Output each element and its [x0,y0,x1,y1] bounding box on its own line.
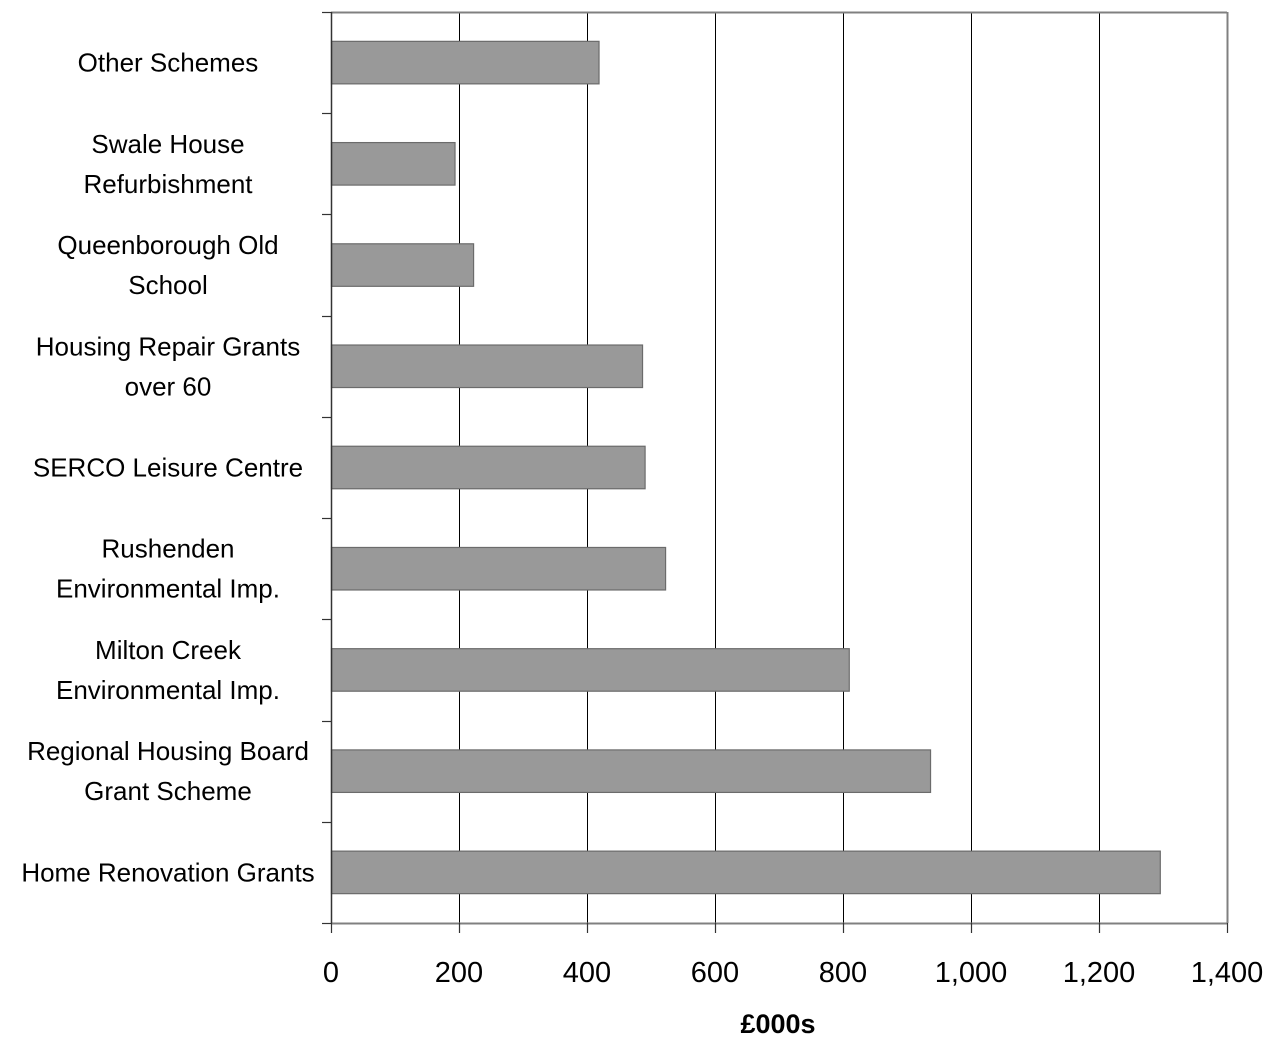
bars [330,40,1161,895]
category-labels: Other Schemes Swale House Refurbishment Que… [21,48,314,888]
category-label-line: Grant Scheme [84,776,252,806]
bar [330,850,1161,895]
category-label: Swale House Refurbishment [83,129,253,199]
category-label-line: Queenborough Old [57,230,278,260]
category-label: Milton Creek Environmental Imp. [56,635,280,705]
category-label-line: Regional Housing Board [27,736,309,766]
bar [330,749,932,794]
x-tick-labels: 0 200 400 600 800 1,000 1,200 1,400 [323,957,1263,989]
x-tick-label: 800 [819,957,867,989]
category-label: Other Schemes [78,48,259,78]
x-tick-label: 200 [435,957,483,989]
category-label: Home Renovation Grants [21,857,314,887]
category-label-line: Other Schemes [78,48,259,78]
category-label: SERCO Leisure Centre [33,453,303,483]
x-axis-title: £000s [740,1009,815,1039]
category-label-line: Milton Creek [95,635,242,665]
x-tick-label: 1,000 [935,957,1008,989]
bar [330,546,667,591]
category-label: Rushenden Environmental Imp. [56,534,280,604]
x-tick-label: 400 [563,957,611,989]
x-tick-label: 1,400 [1191,957,1264,989]
plot-frame [322,11,1229,933]
category-label-line: Environmental Imp. [56,675,280,705]
category-label-line: Swale House [91,129,244,159]
category-label-line: SERCO Leisure Centre [33,453,303,483]
bar [330,141,456,186]
category-label-line: over 60 [125,371,212,401]
x-tick-label: 0 [323,957,339,989]
category-label-line: Refurbishment [83,169,253,199]
category-label: Regional Housing Board Grant Scheme [27,736,309,806]
bar [330,243,475,287]
category-label: Queenborough Old School [57,230,278,300]
bar [330,648,850,692]
bar [330,445,646,490]
x-tick-label: 1,200 [1063,957,1136,989]
category-label-line: School [128,270,208,300]
bar [330,40,600,85]
category-label: Housing Repair Grants over 60 [36,331,300,401]
bar [330,344,644,389]
category-label-line: Home Renovation Grants [21,857,314,887]
category-label-line: Housing Repair Grants [36,331,300,361]
x-tick-label: 600 [691,957,739,989]
category-label-line: Environmental Imp. [56,574,280,604]
category-label-line: Rushenden [102,534,235,564]
